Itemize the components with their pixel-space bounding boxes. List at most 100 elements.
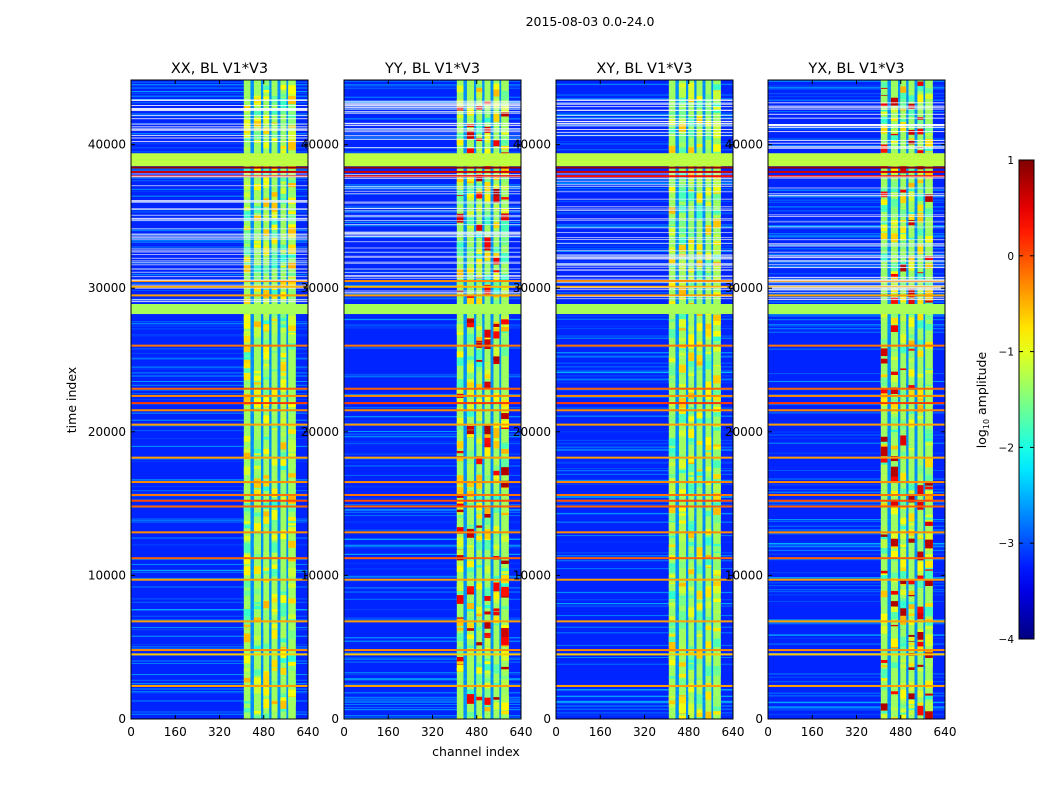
blank-line [768, 276, 945, 278]
rfi-cell [501, 225, 509, 233]
blank-line [131, 238, 308, 240]
rfi-cell [908, 261, 915, 271]
rfi-cell [280, 459, 287, 466]
rfi-cell [501, 426, 509, 429]
rfi-cell [678, 586, 686, 594]
noise-streak [556, 102, 733, 104]
rfi-cell [493, 323, 500, 333]
noise-streak [556, 615, 733, 617]
rfi-cell [925, 93, 933, 99]
rfi-cell [253, 460, 261, 466]
time-line [131, 499, 308, 502]
rfi-cell [501, 457, 509, 468]
time-line [131, 402, 308, 405]
rfi-cell [280, 412, 287, 420]
noise-streak [556, 282, 733, 284]
rfi-cell [890, 499, 898, 510]
blank-line [768, 125, 945, 127]
rfi-cell [288, 219, 296, 225]
noise-streak [768, 145, 945, 147]
rfi-cell [713, 347, 721, 352]
rfi-cell [484, 529, 491, 540]
rfi-cell [908, 222, 915, 226]
noise-streak [556, 568, 733, 570]
blank-line [556, 206, 733, 208]
time-line [131, 649, 308, 652]
rfi-cell [466, 246, 474, 252]
rfi-cell [484, 513, 491, 518]
rfi-cell [271, 202, 278, 212]
rfi-cell [271, 321, 278, 324]
noise-streak [344, 458, 521, 460]
blank-line [768, 131, 945, 133]
rfi-cell [466, 268, 474, 274]
noise-streak [131, 179, 308, 181]
time-line [768, 649, 945, 652]
rfi-cell [880, 713, 888, 719]
noise-streak [344, 497, 521, 499]
x-tick-label: 640 [722, 725, 745, 739]
noise-streak [131, 95, 308, 97]
time-line [556, 499, 733, 502]
blank-line [344, 106, 521, 108]
rfi-cell [900, 189, 907, 193]
rfi-cell [271, 701, 278, 712]
rfi-cell [917, 389, 924, 399]
rfi-cell [705, 511, 712, 517]
rfi-cell [288, 630, 296, 640]
time-line [344, 531, 521, 534]
noise-streak [556, 468, 733, 470]
noise-streak [344, 580, 521, 582]
rfi-cell [917, 690, 924, 698]
blank-line [768, 280, 945, 282]
rfi-cell [668, 264, 676, 268]
rfi-cell [890, 453, 898, 457]
rfi-cell [890, 107, 898, 113]
noise-streak [768, 601, 945, 603]
blank-line [768, 239, 945, 241]
rfi-cell [493, 140, 500, 147]
noise-streak [131, 384, 308, 386]
noise-streak [344, 298, 521, 300]
rfi-cell [493, 204, 500, 210]
rfi-cell [696, 170, 703, 179]
blank-line [344, 235, 521, 237]
rfi-cell [288, 660, 296, 670]
rfi-cell [243, 466, 251, 475]
rfi-cell [678, 285, 686, 295]
rfi-cell [713, 106, 721, 110]
noise-streak [131, 692, 308, 694]
rfi-cell [493, 299, 500, 309]
rfi-cell [280, 372, 287, 376]
blank-line [344, 232, 521, 234]
noise-streak [556, 599, 733, 601]
rfi-cell [243, 315, 251, 323]
blank-line [131, 287, 308, 289]
rfi-cell [668, 328, 676, 339]
noise-streak [768, 210, 945, 212]
noise-streak [556, 644, 733, 646]
rfi-cell [493, 534, 500, 540]
rfi-cell [243, 129, 251, 134]
rfi-cell [900, 704, 907, 713]
rfi-cell [705, 450, 712, 453]
rfi-cell [880, 218, 888, 221]
blank-line [768, 243, 945, 245]
noise-streak [556, 98, 733, 100]
rfi-cell [925, 606, 933, 612]
noise-streak [344, 576, 521, 578]
rfi-cell [688, 326, 695, 332]
noise-streak [768, 589, 945, 591]
rfi-cell [484, 566, 491, 574]
rfi-cell [668, 401, 676, 408]
rfi-cell [253, 110, 261, 113]
noise-streak [768, 201, 945, 203]
blank-line [131, 200, 308, 202]
rfi-cell [466, 645, 474, 648]
rfi-cell [925, 314, 933, 320]
rfi-cell [917, 239, 924, 243]
noise-streak [344, 297, 521, 299]
rfi-cell [705, 585, 712, 589]
time-line [131, 409, 308, 412]
time-line [344, 294, 521, 297]
